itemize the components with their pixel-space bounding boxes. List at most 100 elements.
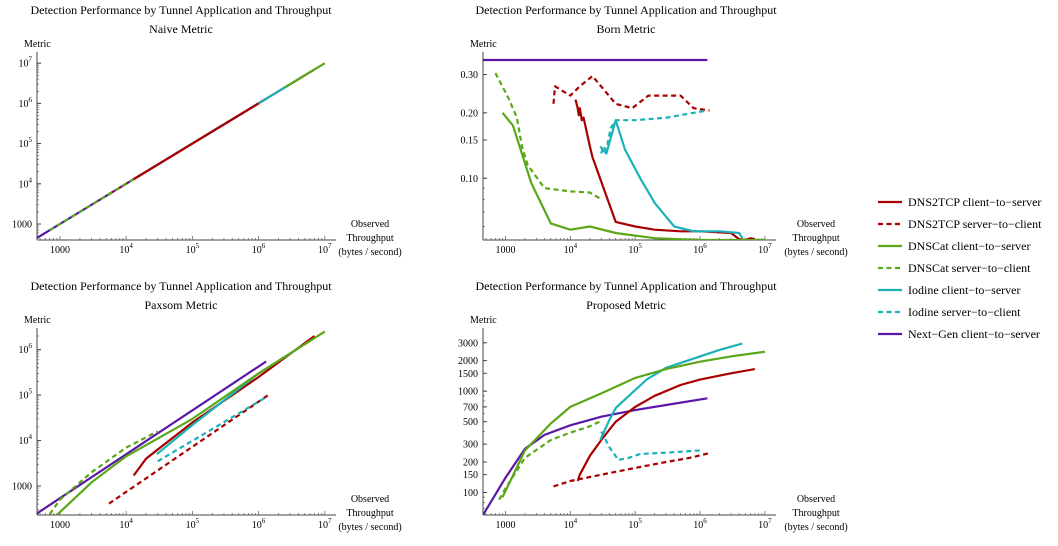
x-axis-label: Throughput: [346, 233, 393, 244]
x-axis-label: Observed: [797, 219, 835, 230]
x-axis-label: Throughput: [792, 508, 839, 519]
x-axis-label: Throughput: [346, 508, 393, 519]
chart-subtitle: Proposed Metric: [586, 298, 666, 312]
series-line-dnscat-client-to-server: [501, 350, 766, 498]
x-tick-label: 1000: [50, 520, 70, 531]
y-tick-label: 150: [463, 470, 478, 481]
series-line-dns2tcp-server-to-client: [108, 394, 269, 505]
series-line-dnscat-server-to-client: [494, 72, 602, 201]
chart-panel-4: Detection Performance by Tunnel Applicat…: [458, 279, 848, 533]
x-axis-label: Throughput: [792, 233, 839, 244]
chart-subtitle: Born Metric: [597, 22, 656, 36]
legend-item-next-gen-client-to-server: Next−Gen client−to−server: [878, 327, 1040, 341]
x-tick-label: 104: [564, 517, 578, 531]
chart-title: Detection Performance by Tunnel Applicat…: [475, 3, 777, 17]
x-axis-label: (bytes / second): [784, 522, 847, 533]
y-tick-label: 3000: [458, 338, 478, 349]
x-axis-label: (bytes / second): [338, 247, 401, 258]
legend-item-iodine-server-to-client: Iodine server−to−client: [878, 305, 1021, 319]
x-tick-label: 104: [119, 517, 133, 531]
y-tick-label: 107: [19, 56, 33, 70]
y-tick-label: 0.30: [461, 70, 479, 81]
series-line-dnscat-client-to-server: [501, 112, 765, 240]
x-tick-label: 105: [186, 517, 200, 531]
x-axis-label: Observed: [351, 494, 389, 505]
y-tick-label: 1000: [458, 387, 478, 398]
x-tick-label: 107: [758, 242, 772, 256]
y-axis-label: Metric: [470, 315, 497, 326]
legend-label: DNS2TCP client−to−server: [908, 195, 1041, 209]
series-line-next-gen-client-to-server: [483, 397, 708, 515]
y-tick-label: 300: [463, 440, 478, 451]
chart-panel-3: Detection Performance by Tunnel Applicat…: [12, 279, 402, 533]
legend-label: DNSCat server−to−client: [908, 261, 1031, 275]
x-tick-label: 105: [628, 242, 642, 256]
series-line-iodine-server-to-client: [600, 109, 708, 154]
y-tick-label: 2000: [458, 356, 478, 367]
series-line-iodine-client-to-server: [599, 342, 743, 441]
chart-title: Detection Performance by Tunnel Applicat…: [30, 279, 332, 293]
x-tick-label: 104: [119, 242, 133, 256]
series-line-dns2tcp-server-to-client: [553, 452, 710, 488]
legend-item-dnscat-server-to-client: DNSCat server−to−client: [878, 261, 1031, 275]
series-group: [483, 342, 766, 515]
y-axis-label: Metric: [470, 39, 497, 50]
y-tick-label: 0.15: [461, 135, 479, 146]
series-group: [37, 330, 326, 515]
legend-item-dns2tcp-server-to-client: DNS2TCP server−to−client: [878, 217, 1042, 231]
y-tick-label: 0.20: [461, 108, 479, 119]
series-line-dns2tcp-client-to-server: [132, 335, 316, 477]
x-tick-label: 1000: [495, 520, 515, 531]
y-tick-label: 0.10: [461, 174, 479, 185]
y-tick-label: 100: [463, 488, 478, 499]
series-group: [37, 62, 326, 239]
x-tick-label: 1000: [50, 245, 70, 256]
series-line-dns2tcp-client-to-server: [574, 99, 756, 240]
series-line-iodine-client-to-server: [599, 119, 744, 239]
legend-item-dns2tcp-client-to-server: DNS2TCP client−to−server: [878, 195, 1041, 209]
x-tick-label: 1000: [495, 245, 515, 256]
legend-label: Next−Gen client−to−server: [908, 327, 1040, 341]
series-line-next-gen-client-to-server: [37, 360, 267, 515]
minor-ticks: [37, 62, 326, 241]
y-axis-label: Metric: [24, 315, 51, 326]
chart-panel-1: Detection Performance by Tunnel Applicat…: [12, 3, 402, 258]
series-line-iodine-server-to-client: [157, 396, 267, 463]
x-tick-label: 107: [318, 242, 332, 256]
series-line-iodine-server-to-client: [600, 430, 701, 461]
y-tick-label: 700: [463, 402, 478, 413]
y-tick-label: 104: [19, 176, 33, 190]
y-tick-label: 1500: [458, 369, 478, 380]
series-line-dnscat-client-to-server: [284, 62, 326, 89]
y-tick-label: 1000: [12, 220, 32, 231]
x-tick-label: 107: [318, 517, 332, 531]
y-tick-label: 104: [19, 433, 33, 447]
series-line-dnscat-client-to-server: [56, 330, 326, 515]
legend-label: Iodine server−to−client: [908, 305, 1021, 319]
x-tick-label: 107: [758, 517, 772, 531]
legend: DNS2TCP client−to−server DNS2TCP server−t…: [878, 195, 1042, 341]
x-axis-label: (bytes / second): [784, 247, 847, 258]
y-tick-label: 1000: [12, 481, 32, 492]
x-axis-label: (bytes / second): [338, 522, 401, 533]
y-tick-label: 105: [19, 388, 33, 402]
y-tick-label: 200: [463, 457, 478, 468]
x-tick-label: 106: [693, 517, 707, 531]
y-tick-label: 105: [19, 136, 33, 150]
series-line-dns2tcp-server-to-client: [552, 74, 710, 112]
x-axis-label: Observed: [797, 494, 835, 505]
legend-label: DNSCat client−to−server: [908, 239, 1031, 253]
x-tick-label: 105: [186, 242, 200, 256]
y-tick-label: 106: [19, 96, 33, 110]
minor-ticks: [483, 74, 766, 240]
series-line-dnscat-server-to-client: [48, 430, 159, 515]
legend-item-dnscat-client-to-server: DNSCat client−to−server: [878, 239, 1031, 253]
series-line-dnscat-server-to-client: [498, 419, 602, 501]
minor-ticks: [483, 342, 766, 516]
x-axis-label: Observed: [351, 219, 389, 230]
y-tick-label: 106: [19, 342, 33, 356]
legend-label: DNS2TCP server−to−client: [908, 217, 1042, 231]
x-tick-label: 105: [628, 517, 642, 531]
